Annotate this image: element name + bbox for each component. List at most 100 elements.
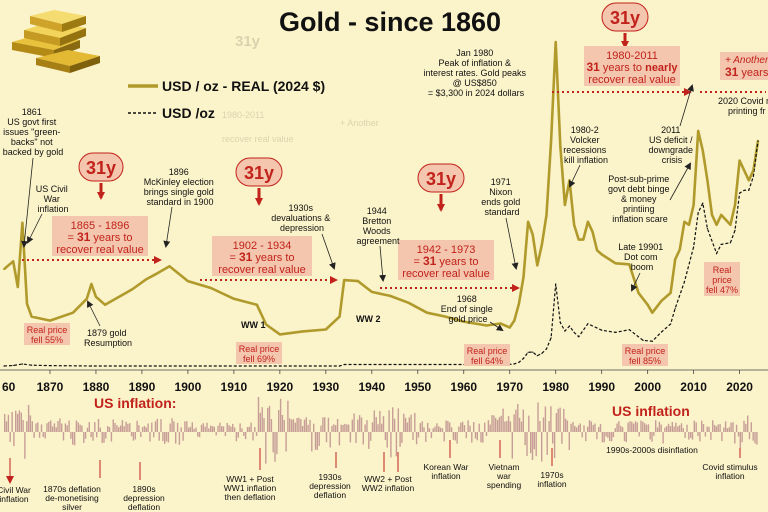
nominal-point-20 [555,283,557,285]
real-point-56 [600,253,603,256]
inflation-bar-12 [26,421,28,432]
real-point-31 [426,311,428,314]
inflation-bar-408 [754,432,756,444]
nominal-point-21 [559,322,561,324]
inflation-bar-343 [634,421,637,432]
nominal-point-16 [536,355,538,357]
inflation-bar-393 [726,428,729,432]
inflation-bar-72 [136,420,138,432]
inflation-bar-212 [393,418,396,432]
inflation-bar-206 [382,416,385,432]
inflation-bar-219 [406,422,409,432]
inflation-bar-17 [35,423,37,432]
inflation-bar-287 [531,432,534,460]
inflation-bar-172 [320,425,322,432]
real-point-50 [573,223,575,226]
nominal-point-14 [527,351,529,353]
real-point-2 [16,286,19,288]
real-point-75 [724,218,727,221]
svg-text:price: price [712,275,732,285]
inflation-bar-199 [370,432,372,441]
inflation-bar-43 [83,432,85,443]
badge-text-3: 31y [426,169,456,189]
inflation-bar-105 [197,432,199,437]
inflation-bar-145 [270,419,273,432]
real-point-62 [660,299,663,302]
inflation-bar-113 [211,426,214,432]
real-point-29 [389,295,392,297]
inflation-bar-46 [88,422,90,432]
inflation-bar-350 [647,424,650,432]
real-point-40 [527,220,529,223]
real-point-48 [564,204,566,206]
inflation-bar-217 [403,413,405,432]
fall-box-3: Real price fell 64% [464,344,510,366]
inflation-bar-221 [410,414,412,432]
inflation-bar-53 [101,432,103,444]
real-point-37 [513,319,516,322]
inflation-bar-165 [307,424,309,432]
inflation-bar-38 [73,432,76,446]
inflation-bar-44 [84,432,87,439]
nominal-point-39 [706,228,709,230]
inflation-bar-268 [496,419,499,432]
inflation-bar-210 [390,432,392,458]
real-point-22 [279,333,281,336]
inflation-bar-175 [325,432,328,443]
real-point-10 [95,296,97,298]
inflation-bar-64 [121,420,124,432]
inflation-bar-22 [44,432,46,439]
real-point-49 [568,179,571,182]
inflation-bar-262 [485,432,488,436]
svg-text:fell 55%: fell 55% [31,335,63,345]
inflation-bar-112 [210,425,212,432]
inflation-bar-254 [471,432,473,443]
inflation-bar-383 [708,426,710,432]
inflation-bar-193 [358,415,361,432]
nominal-point-47 [752,175,755,177]
event-pointers [6,440,741,484]
inflation-bar-107 [200,424,203,432]
period-3-text: recover real value [402,268,489,280]
inflation-bar-76 [143,426,146,432]
inflation-bar-261 [484,422,486,432]
inflation-bar-99 [186,421,188,432]
nominal-point-38 [702,202,704,204]
inflation-bar-388 [717,424,719,432]
nominal-point-31 [651,340,653,342]
inflation-bar-297 [550,406,552,432]
inflation-bar-240 [445,420,447,432]
event-korea: Korean War inflation [423,462,468,481]
event-1990s: 1990s-2000s disinflation [606,445,698,455]
nominal-point-42 [729,242,732,244]
inflation-bar-207 [384,432,387,441]
inflation-bar-246 [456,432,458,444]
inflation-bar-330 [610,432,613,442]
inflation-bar-119 [222,426,225,432]
inflation-bar-18 [37,422,39,432]
inflation-bar-180 [335,425,337,432]
inflation-bar-149 [278,410,280,432]
inflation-bar-28 [55,427,57,432]
inflation-bar-209 [388,410,390,432]
nominal-point-3 [31,364,33,366]
inflation-bar-81 [153,432,155,438]
inflation-bar-104 [195,427,197,432]
x-tick-label-2020: 2020 [726,380,753,394]
inflation-bar-128 [239,423,241,432]
inflation-bar-349 [645,424,648,432]
real-point-74 [720,214,723,216]
nominal-point-1 [12,364,14,367]
chart-title: Gold - since 1860 [279,7,501,37]
inflation-bar-373 [690,432,692,438]
data-points [3,41,759,367]
inflation-bar-319 [590,421,592,432]
inflation-bar-116 [217,425,219,432]
inflation-bar-332 [614,428,616,432]
real-point-18 [210,287,212,289]
inflation-bar-150 [279,398,282,432]
inflation-bar-186 [346,424,348,432]
inflation-bar-36 [70,432,72,439]
x-tick-label-1920: 1920 [267,380,294,394]
